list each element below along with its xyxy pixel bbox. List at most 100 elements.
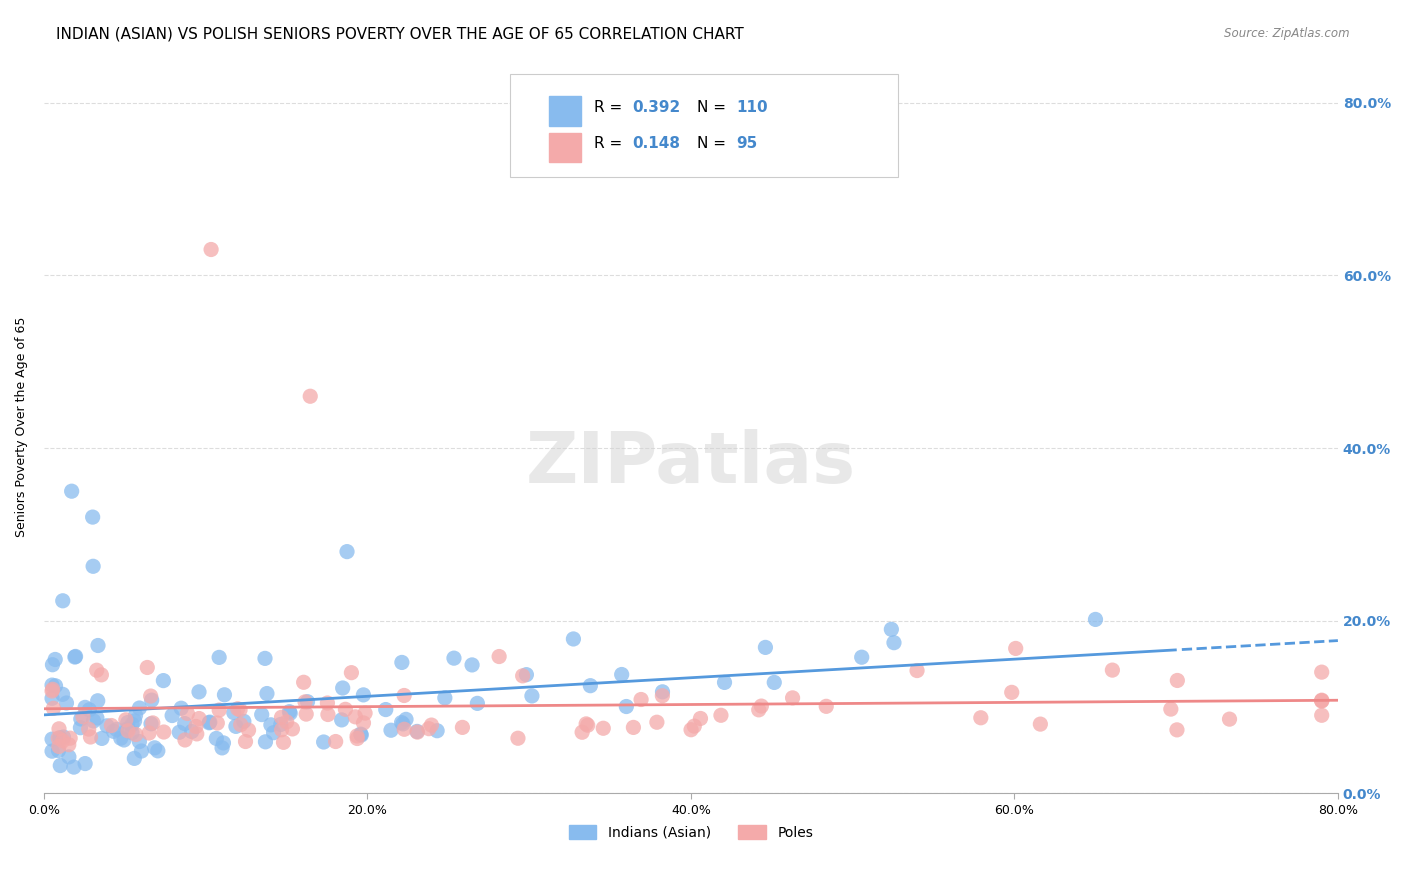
Point — [90, 668, 112, 682]
Point — [276, 714, 298, 729]
Point — [229, 717, 252, 731]
Point — [576, 718, 599, 732]
Text: ZIPatlas: ZIPatlas — [526, 429, 856, 498]
Point — [211, 740, 233, 755]
Point — [69, 721, 91, 735]
Point — [263, 725, 285, 739]
Point — [713, 675, 735, 690]
Point — [180, 724, 202, 739]
Point — [82, 510, 104, 524]
Point — [117, 723, 139, 738]
Point — [142, 715, 165, 730]
Point — [188, 712, 211, 726]
Point — [112, 733, 135, 747]
Point — [316, 696, 339, 710]
Point — [214, 688, 236, 702]
Point — [270, 710, 292, 724]
Point — [391, 656, 413, 670]
Point — [520, 689, 543, 703]
Point — [41, 657, 63, 672]
Point — [41, 684, 63, 698]
Legend: Indians (Asian), Poles: Indians (Asian), Poles — [562, 819, 818, 845]
Point — [391, 715, 413, 730]
Point — [75, 700, 97, 714]
Point — [41, 732, 63, 747]
Point — [124, 708, 146, 723]
Point — [86, 711, 108, 725]
Text: R =: R = — [593, 100, 627, 115]
Point — [506, 731, 529, 746]
Point — [1101, 663, 1123, 677]
Point — [41, 744, 63, 758]
Point — [212, 736, 235, 750]
Point — [344, 710, 367, 724]
Point — [352, 688, 374, 702]
Point — [124, 751, 146, 765]
Text: 110: 110 — [737, 100, 768, 115]
Point — [1310, 694, 1333, 708]
Point — [44, 679, 66, 693]
Point — [86, 663, 108, 677]
Point — [125, 727, 148, 741]
Point — [131, 744, 153, 758]
Point — [260, 718, 283, 732]
Point — [392, 717, 415, 731]
Point — [90, 731, 112, 746]
Point — [880, 623, 903, 637]
Point — [48, 739, 70, 754]
Point — [121, 725, 143, 739]
Point — [152, 673, 174, 688]
Point — [79, 703, 101, 717]
Point — [169, 725, 191, 739]
Point — [1084, 612, 1107, 626]
Point — [46, 731, 69, 746]
Point — [65, 649, 87, 664]
Point — [610, 667, 633, 681]
Point — [96, 719, 118, 733]
Point — [281, 722, 304, 736]
Point — [905, 664, 928, 678]
Point — [77, 722, 100, 736]
Point — [270, 717, 292, 731]
Point — [184, 719, 207, 733]
Point — [198, 715, 221, 730]
Point — [380, 723, 402, 738]
Point — [763, 675, 786, 690]
Point — [173, 716, 195, 731]
Text: 0.148: 0.148 — [633, 136, 681, 152]
Point — [170, 701, 193, 715]
Point — [1001, 685, 1024, 699]
Bar — [548, 96, 581, 126]
Point — [79, 730, 101, 744]
Point — [256, 687, 278, 701]
Point — [235, 734, 257, 748]
Point — [467, 697, 489, 711]
Point — [176, 706, 198, 721]
Point — [82, 559, 104, 574]
Point — [55, 696, 77, 710]
Point — [59, 731, 82, 746]
Point — [103, 724, 125, 739]
Point — [406, 724, 429, 739]
Point — [681, 723, 703, 737]
Point — [87, 694, 110, 708]
Point — [52, 687, 75, 701]
Point — [316, 707, 339, 722]
Point — [299, 389, 322, 403]
Point — [250, 707, 273, 722]
Point — [1166, 673, 1188, 688]
Point — [121, 717, 143, 731]
Point — [406, 725, 429, 739]
Point — [683, 719, 706, 733]
Point — [346, 729, 368, 743]
Point — [41, 678, 63, 692]
Point — [115, 713, 138, 727]
Point — [200, 243, 222, 257]
Point — [208, 703, 231, 717]
FancyBboxPatch shape — [510, 74, 898, 177]
Point — [44, 652, 66, 666]
Point — [75, 756, 97, 771]
Point — [42, 701, 65, 715]
Point — [63, 650, 86, 665]
Point — [188, 685, 211, 699]
